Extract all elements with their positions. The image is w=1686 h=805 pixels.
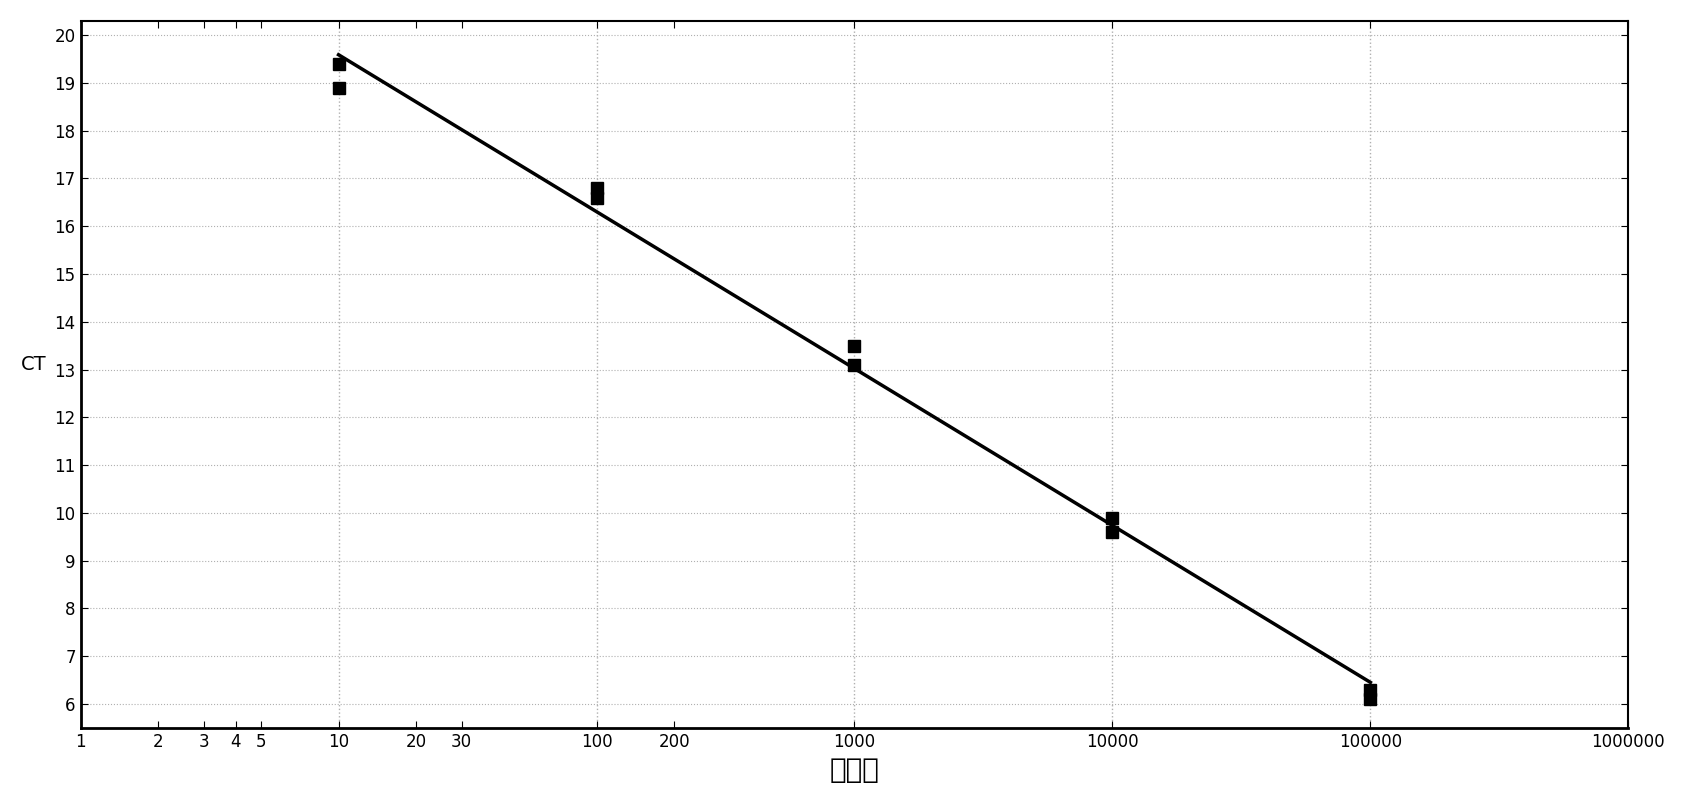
Y-axis label: CT: CT [20,355,47,374]
X-axis label: 拷贝数: 拷贝数 [830,756,880,784]
